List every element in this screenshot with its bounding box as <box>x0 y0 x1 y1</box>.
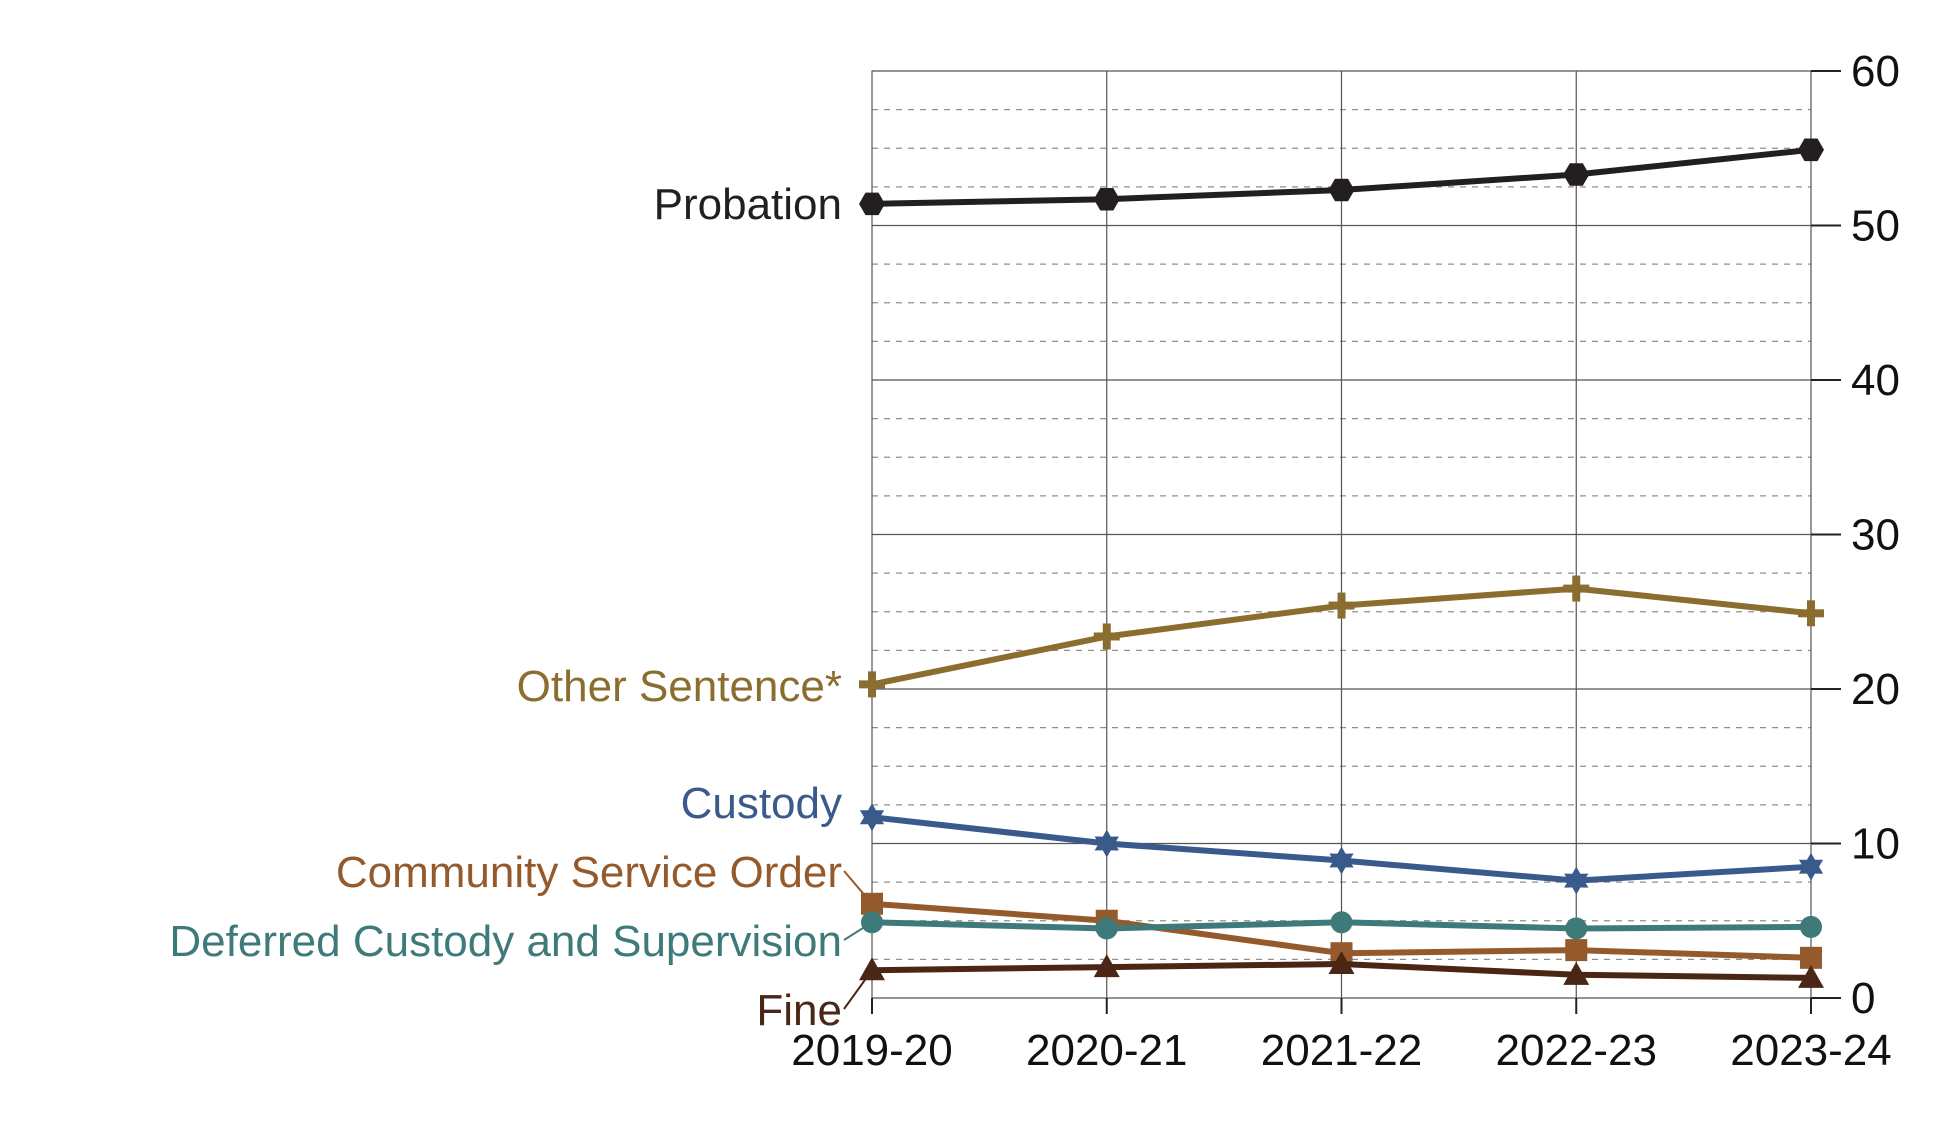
circle-marker <box>1800 915 1822 938</box>
y-tick-label: 60 <box>1851 47 1900 96</box>
triangle-marker <box>1798 964 1824 988</box>
chart-series-labels: Probation Other Sentence* Custody Community… <box>169 180 873 1035</box>
triangle-marker <box>1563 961 1590 985</box>
circle-marker <box>1330 911 1353 934</box>
square-marker <box>1565 939 1588 962</box>
y-tick-label: 0 <box>1851 974 1875 1023</box>
series-label: Probation <box>654 180 842 229</box>
triangle-marker <box>859 957 885 981</box>
x-tick-label: 2021-22 <box>1261 1026 1422 1075</box>
x-tick-label: 2020-21 <box>1026 1026 1187 1075</box>
series-label: Other Sentence* <box>517 662 842 711</box>
chart-grid <box>871 70 1812 999</box>
series-label: Community Service Order <box>336 848 842 897</box>
series-label: Custody <box>681 779 842 828</box>
plus-marker-bar <box>1572 575 1581 602</box>
y-tick-label: 10 <box>1851 820 1900 869</box>
label-leader-line <box>843 870 873 905</box>
y-tick-label: 40 <box>1851 356 1900 405</box>
y-tick-label: 20 <box>1851 665 1900 714</box>
plus-marker <box>859 671 885 698</box>
star-marker <box>1564 866 1589 895</box>
circle-marker <box>1095 917 1118 940</box>
x-tick-label: 2022-23 <box>1496 1026 1657 1075</box>
series-label: Deferred Custody and Supervision <box>169 917 842 966</box>
plus-marker-bar <box>1102 623 1111 650</box>
chart-axes: 0 10 20 30 40 50 60 2019-20 2020-21 2021-22 2022-2… <box>791 47 1900 1075</box>
y-tick-label: 30 <box>1851 511 1900 560</box>
circle-marker <box>1565 917 1588 940</box>
plus-marker <box>1328 592 1355 619</box>
hexagon-marker <box>1798 138 1824 162</box>
star-marker <box>859 803 885 832</box>
plus-marker <box>1563 575 1590 602</box>
series-fine <box>859 951 1824 988</box>
star-marker <box>1094 829 1119 858</box>
series-other-sentence <box>859 575 1824 698</box>
plus-marker-bar <box>868 671 876 698</box>
plus-marker-bar <box>1337 592 1346 619</box>
chart-series <box>859 138 1824 988</box>
hexagon-marker <box>859 192 885 216</box>
label-leader-line <box>843 969 873 1010</box>
series-label: Fine <box>756 986 842 1035</box>
plus-marker <box>1798 600 1824 627</box>
y-tick-label: 50 <box>1851 202 1900 251</box>
square-marker <box>1800 946 1822 969</box>
series-deferred-custody-and-supervision <box>861 911 1822 940</box>
series-probation <box>859 138 1824 216</box>
triangle-marker <box>1093 954 1120 978</box>
x-tick-label: 2019-20 <box>791 1026 952 1075</box>
plus-marker <box>1093 623 1120 650</box>
plus-marker-bar <box>1807 600 1815 627</box>
hexagon-marker <box>1563 163 1590 186</box>
triangle-marker <box>1328 951 1355 975</box>
label-leader-line <box>843 921 873 941</box>
hexagon-marker <box>1093 188 1120 211</box>
hexagon-marker <box>1328 178 1355 202</box>
star-marker <box>1329 846 1354 875</box>
x-tick-label: 2023-24 <box>1730 1026 1891 1075</box>
star-marker <box>1798 852 1824 881</box>
series-custody <box>859 803 1824 895</box>
